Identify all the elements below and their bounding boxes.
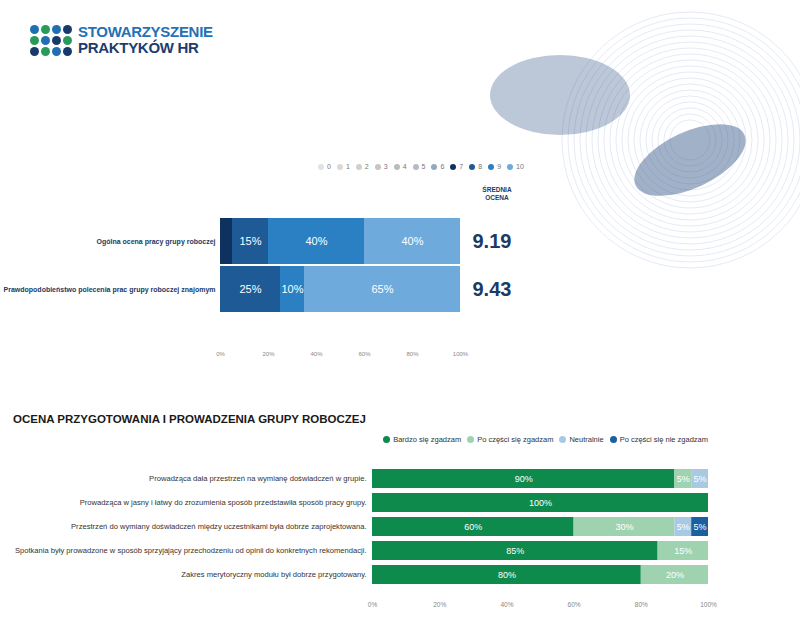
- html-text:2: 2: [364, 163, 369, 170]
- svg-text:60%: 60%: [358, 351, 371, 357]
- svg-text:60%: 60%: [568, 601, 581, 608]
- svg-text:20%: 20%: [262, 351, 275, 357]
- svg-text:0%: 0%: [216, 351, 225, 357]
- svg-text:20%: 20%: [433, 601, 446, 608]
- svg-text:10%: 10%: [281, 283, 303, 295]
- html-text:0: 0: [327, 163, 331, 170]
- svg-text:Przestrzeń do wymiany doświadc: Przestrzeń do wymiany doświadczeń między…: [71, 522, 366, 531]
- svg-text:65%: 65%: [371, 283, 393, 295]
- svg-text:5%: 5%: [694, 522, 707, 532]
- svg-text:30%: 30%: [615, 522, 633, 532]
- html-text:OCENA PRZYGOTOWANIA I PROWADZE: OCENA PRZYGOTOWANIA I PROWADZENIA GRUPY …: [13, 413, 366, 425]
- svg-text:5%: 5%: [694, 474, 707, 484]
- html-text:4: 4: [402, 163, 407, 170]
- svg-text:100%: 100%: [529, 498, 552, 508]
- svg-text:40%: 40%: [305, 235, 327, 247]
- html-text:Po części się zgadzam: Po części się zgadzam: [477, 435, 554, 444]
- html-text:STOWARZYSZENIE: STOWARZYSZENIE: [78, 23, 213, 40]
- html-text:Bardzo się zgadzam: Bardzo się zgadzam: [393, 435, 462, 444]
- svg-text:80%: 80%: [635, 601, 648, 608]
- svg-text:40%: 40%: [401, 235, 423, 247]
- svg-text:0%: 0%: [368, 601, 378, 608]
- svg-text:9.43: 9.43: [473, 278, 512, 300]
- html-text:3: 3: [383, 163, 388, 170]
- svg-text:Spotkania były prowadzone w sp: Spotkania były prowadzone w sposób sprzy…: [15, 546, 367, 555]
- svg-text:40%: 40%: [310, 351, 323, 357]
- svg-text:Zakres merytoryczny modułu był: Zakres merytoryczny modułu był dobrze pr…: [181, 570, 366, 579]
- html-text:ŚREDNIA OCENA: ŚREDNIA OCENA: [482, 186, 512, 201]
- svg-text:15%: 15%: [239, 235, 261, 247]
- svg-text:5%: 5%: [677, 522, 690, 532]
- html-text:Neutralnie: Neutralnie: [569, 435, 604, 444]
- html-text:8: 8: [478, 163, 483, 170]
- svg-text:85%: 85%: [506, 546, 524, 556]
- svg-text:Ogólna ocena pracy grupy roboc: Ogólna ocena pracy grupy roboczej: [96, 238, 215, 246]
- html-text:9: 9: [497, 163, 502, 170]
- svg-text:80%: 80%: [498, 570, 516, 580]
- svg-text:15%: 15%: [674, 546, 692, 556]
- svg-text:100%: 100%: [700, 601, 717, 608]
- html-text:5: 5: [421, 163, 426, 170]
- svg-text:100%: 100%: [453, 351, 469, 357]
- svg-text:90%: 90%: [515, 474, 533, 484]
- svg-text:5%: 5%: [677, 474, 690, 484]
- svg-text:20%: 20%: [666, 570, 684, 580]
- html-text:7: 7: [459, 163, 464, 170]
- svg-text:40%: 40%: [500, 601, 513, 608]
- html-text:6: 6: [440, 163, 445, 170]
- svg-text:80%: 80%: [406, 351, 419, 357]
- svg-text:Prawdopodobieństwo polecenia p: Prawdopodobieństwo polecenia prac grupy …: [4, 286, 216, 294]
- html-text:Po części się nie zgadzam: Po części się nie zgadzam: [619, 435, 708, 444]
- svg-text:9.19: 9.19: [473, 230, 512, 252]
- svg-text:Prowadząca dała przestrzeń na: Prowadząca dała przestrzeń na wymianę do…: [149, 474, 366, 483]
- html-text:10: 10: [516, 163, 524, 170]
- svg-text:25%: 25%: [239, 283, 261, 295]
- svg-text:Prowadząca w jasny i łatwy do: Prowadząca w jasny i łatwy do zrozumieni…: [80, 498, 367, 507]
- html-text:1: 1: [345, 163, 350, 170]
- html-text:PRAKTYKÓW HR: PRAKTYKÓW HR: [78, 39, 199, 56]
- svg-text:60%: 60%: [464, 522, 482, 532]
